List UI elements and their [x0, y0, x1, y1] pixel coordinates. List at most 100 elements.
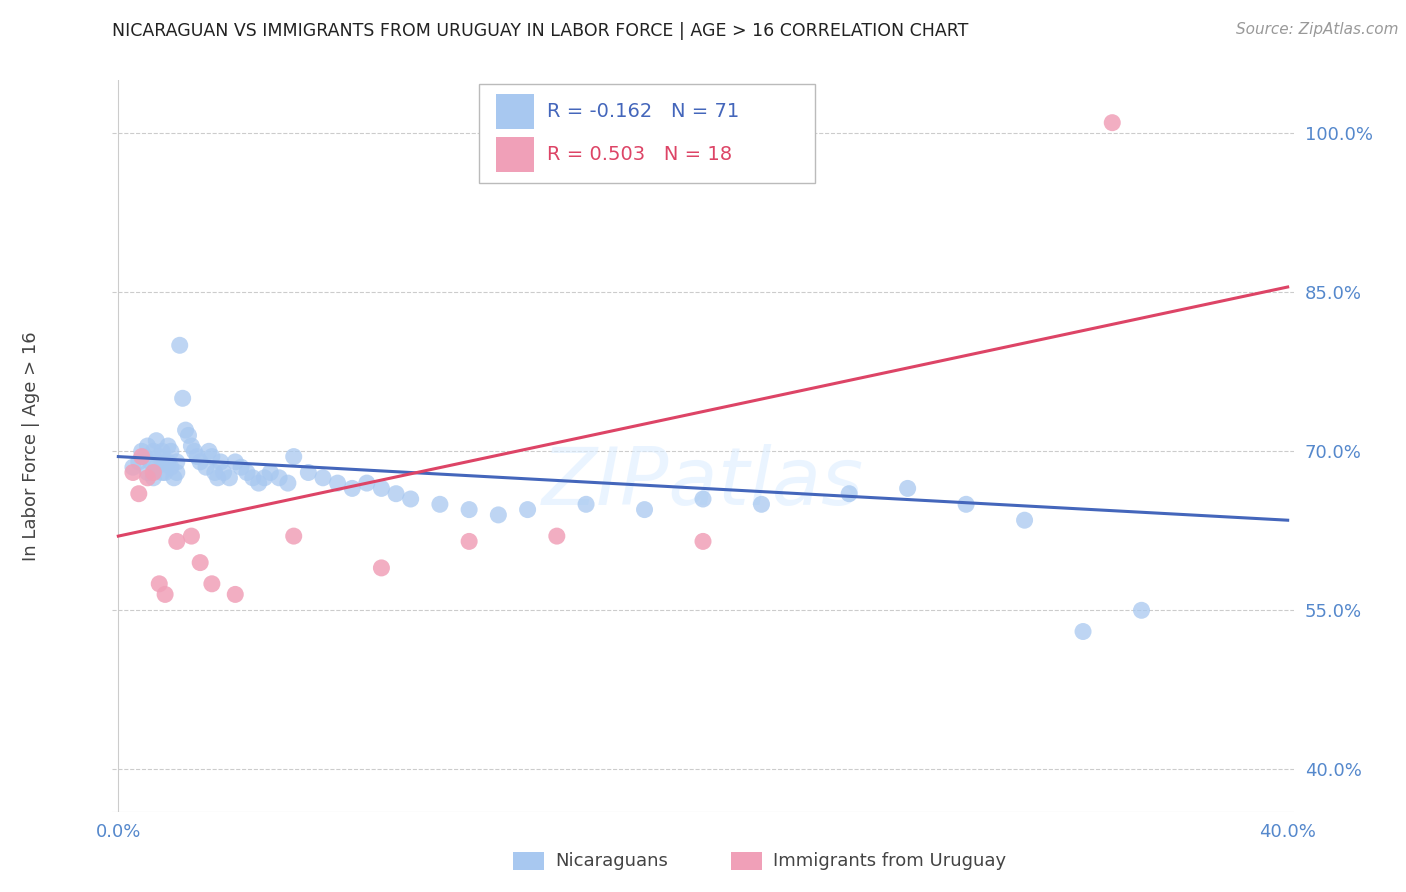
Point — [166, 455, 188, 469]
Point — [169, 338, 191, 352]
FancyBboxPatch shape — [496, 137, 534, 171]
Point — [157, 455, 180, 469]
Point — [356, 476, 378, 491]
Point — [297, 466, 319, 480]
Point — [259, 466, 281, 480]
Point — [516, 502, 538, 516]
FancyBboxPatch shape — [478, 84, 815, 183]
Point — [458, 534, 481, 549]
Point — [838, 486, 860, 500]
Point — [269, 471, 291, 485]
Text: Immigrants from Uruguay: Immigrants from Uruguay — [773, 852, 1007, 870]
Point — [207, 471, 229, 485]
Point — [201, 576, 224, 591]
Point — [188, 455, 211, 469]
Point — [897, 482, 920, 496]
Point — [148, 450, 170, 464]
Point — [180, 439, 202, 453]
Point — [153, 587, 176, 601]
Point — [174, 423, 197, 437]
Point — [633, 502, 655, 516]
Point — [370, 561, 392, 575]
Point — [283, 450, 305, 464]
Point — [128, 486, 150, 500]
Point — [253, 471, 276, 485]
Point — [122, 466, 145, 480]
Point — [224, 455, 246, 469]
Point — [370, 482, 392, 496]
Point — [198, 444, 221, 458]
Point — [142, 444, 165, 458]
Point — [575, 497, 598, 511]
Point — [201, 450, 224, 464]
Text: ZIPatlas: ZIPatlas — [541, 443, 865, 522]
Point — [486, 508, 509, 522]
FancyBboxPatch shape — [496, 94, 534, 128]
Point — [1014, 513, 1036, 527]
Point — [180, 529, 202, 543]
Point — [134, 450, 156, 464]
Point — [399, 491, 422, 506]
Text: Nicaraguans: Nicaraguans — [555, 852, 668, 870]
Point — [128, 455, 150, 469]
Point — [236, 466, 259, 480]
Point — [312, 471, 335, 485]
Point — [136, 439, 159, 453]
Point — [177, 428, 200, 442]
Point — [1071, 624, 1094, 639]
Point — [145, 460, 167, 475]
Point — [160, 460, 183, 475]
Point — [751, 497, 773, 511]
Point — [209, 455, 232, 469]
Point — [122, 460, 145, 475]
Point — [277, 476, 299, 491]
Point — [546, 529, 568, 543]
Point — [212, 466, 235, 480]
Point — [385, 486, 408, 500]
Text: In Labor Force | Age > 16: In Labor Force | Age > 16 — [22, 331, 39, 561]
Point — [160, 444, 183, 458]
Point — [131, 450, 153, 464]
Point — [172, 392, 194, 406]
Point — [692, 534, 714, 549]
Point — [204, 466, 226, 480]
Point — [692, 491, 714, 506]
Point — [326, 476, 349, 491]
Point — [148, 576, 170, 591]
Point — [1101, 116, 1123, 130]
Point — [188, 556, 211, 570]
Text: R = 0.503   N = 18: R = 0.503 N = 18 — [547, 145, 733, 164]
Point — [229, 460, 252, 475]
Point — [195, 460, 218, 475]
Point — [458, 502, 481, 516]
Point — [153, 466, 176, 480]
Point — [186, 450, 208, 464]
Text: Source: ZipAtlas.com: Source: ZipAtlas.com — [1236, 22, 1399, 37]
Point — [166, 534, 188, 549]
Point — [340, 482, 363, 496]
Point — [183, 444, 205, 458]
Point — [224, 587, 246, 601]
Text: NICARAGUAN VS IMMIGRANTS FROM URUGUAY IN LABOR FORCE | AGE > 16 CORRELATION CHAR: NICARAGUAN VS IMMIGRANTS FROM URUGUAY IN… — [112, 22, 969, 40]
Point — [150, 444, 173, 458]
Point — [247, 476, 270, 491]
Point — [136, 471, 159, 485]
Point — [136, 466, 159, 480]
Point — [429, 497, 451, 511]
Point — [1130, 603, 1153, 617]
Point — [157, 439, 180, 453]
Point — [142, 471, 165, 485]
Point — [166, 466, 188, 480]
Point — [142, 466, 165, 480]
Point — [145, 434, 167, 448]
Point — [242, 471, 264, 485]
Point — [163, 471, 186, 485]
Text: R = -0.162   N = 71: R = -0.162 N = 71 — [547, 102, 740, 121]
Point — [283, 529, 305, 543]
Point — [218, 471, 240, 485]
Point — [955, 497, 977, 511]
Point — [131, 444, 153, 458]
Point — [153, 455, 176, 469]
Point — [150, 466, 173, 480]
Point — [139, 455, 162, 469]
